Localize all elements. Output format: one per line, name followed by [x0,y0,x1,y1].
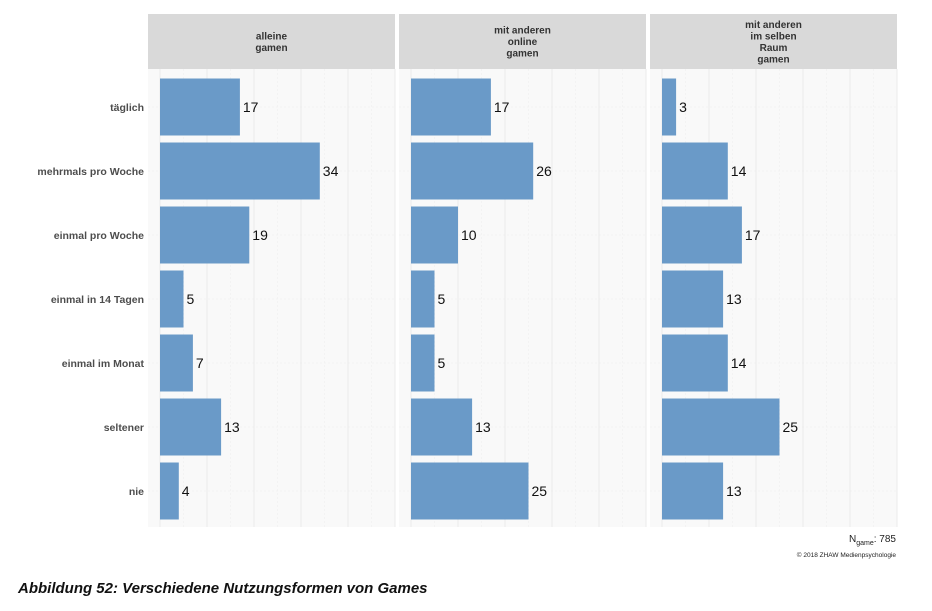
bar [662,334,728,392]
bar-value-label: 34 [323,163,339,179]
strip-title-line: online [508,37,538,48]
category-label: einmal pro Woche [54,230,144,242]
strip-title-line: mit anderen [745,20,802,31]
panel-background [399,69,646,527]
category-label: einmal im Monat [62,358,145,370]
category-label: einmal in 14 Tagen [51,294,144,306]
category-label: nie [129,486,144,498]
n-subscript: game [856,540,874,547]
bar-value-label: 7 [196,355,204,371]
bar-value-label: 3 [679,99,687,115]
bar [411,206,458,264]
bar-value-label: 19 [252,227,268,243]
n-value: : 785 [874,534,897,545]
strip-title-line: alleine [256,31,288,42]
bar [662,462,724,520]
bar [411,462,529,520]
bar-value-label: 17 [745,227,761,243]
bar-value-label: 25 [783,419,799,435]
category-label: täglich [110,102,144,114]
bar [160,78,240,136]
bar-value-label: 5 [438,355,446,371]
n-label: N [849,534,856,545]
strip-title-line: gamen [757,54,789,65]
bar-value-label: 10 [461,227,477,243]
strip-title-line: gamen [255,43,287,54]
bar [411,78,491,136]
bar [411,142,534,200]
bar [160,270,184,328]
bar [662,142,728,200]
bar [662,206,742,264]
bar-value-label: 17 [494,99,510,115]
bar [160,398,222,456]
panel-background [148,69,395,527]
figure-caption: Abbildung 52: Verschiedene Nutzungsforme… [18,580,428,597]
bar [662,270,724,328]
bar [411,334,435,392]
category-label: mehrmals pro Woche [37,166,144,178]
bar [662,78,677,136]
bar-value-label: 5 [187,291,195,307]
strip-title-line: Raum [760,43,788,54]
copyright-note: © 2018 ZHAW Medienpsychologie [797,551,897,559]
bar-value-label: 13 [726,483,742,499]
strip-header [650,14,897,69]
strip-header [148,14,395,69]
bar [662,398,780,456]
bar-value-label: 17 [243,99,259,115]
strip-title-line: im selben [750,31,796,42]
bar [160,462,179,520]
bar [160,206,250,264]
category-labels-group: täglich mehrmals pro Woche einmal pro Woch… [37,102,144,498]
bar-value-label: 14 [731,163,747,179]
bar [411,398,473,456]
strip-header [399,14,646,69]
bar-value-label: 4 [182,483,190,499]
bar-value-label: 13 [475,419,491,435]
bar-value-label: 14 [731,355,747,371]
bar [411,270,435,328]
bar [160,334,193,392]
sample-size-note: Ngame: 785 [849,534,896,547]
bar-value-label: 26 [536,163,552,179]
strip-title-line: gamen [506,49,538,60]
bar-value-label: 13 [224,419,240,435]
bar [160,142,320,200]
strip-title-line: mit anderen [494,26,551,37]
bar-value-label: 5 [438,291,446,307]
bar-value-label: 25 [532,483,548,499]
bar-value-label: 13 [726,291,742,307]
category-label: seltener [104,422,144,434]
